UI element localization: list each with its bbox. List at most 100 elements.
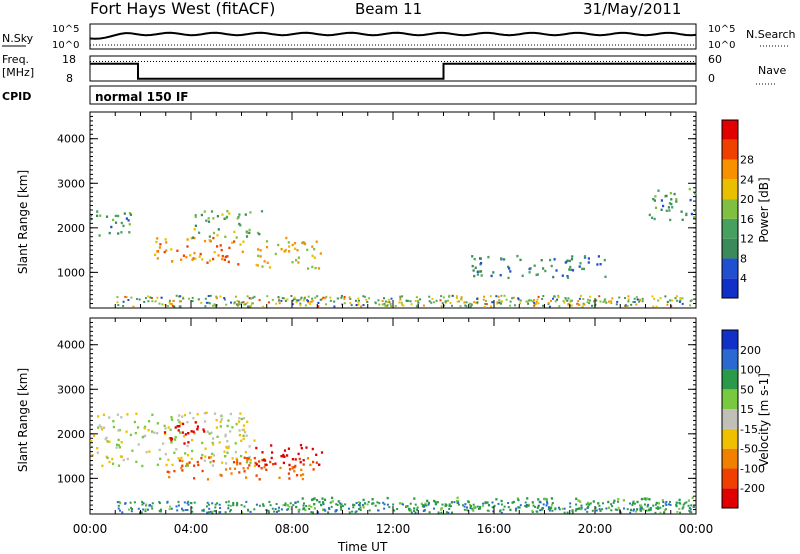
data-cell bbox=[681, 218, 684, 221]
data-cell bbox=[465, 508, 468, 511]
data-cell bbox=[293, 296, 296, 299]
data-cell bbox=[659, 297, 662, 300]
data-cell bbox=[517, 498, 520, 502]
data-cell bbox=[639, 507, 642, 510]
data-cell bbox=[679, 511, 682, 514]
data-cell bbox=[173, 469, 176, 473]
data-cell bbox=[117, 214, 120, 218]
data-cell bbox=[566, 259, 569, 262]
data-cell bbox=[261, 451, 264, 454]
data-cell bbox=[275, 503, 278, 505]
data-cell bbox=[233, 230, 236, 234]
data-cell bbox=[186, 502, 189, 505]
data-cell bbox=[286, 454, 289, 457]
data-cell bbox=[243, 456, 246, 459]
data-cell bbox=[197, 463, 200, 467]
data-cell bbox=[558, 305, 561, 308]
data-cell bbox=[170, 416, 173, 419]
data-cell bbox=[170, 303, 173, 306]
velocity-data-cells bbox=[90, 411, 695, 514]
data-cell bbox=[246, 458, 249, 462]
data-cell bbox=[172, 299, 175, 302]
data-cell bbox=[469, 305, 472, 308]
data-cell bbox=[321, 497, 324, 500]
data-cell bbox=[531, 511, 534, 513]
data-cell bbox=[386, 301, 389, 303]
data-cell bbox=[639, 509, 642, 512]
data-cell bbox=[112, 420, 115, 423]
data-cell bbox=[117, 429, 120, 432]
data-cell bbox=[325, 295, 328, 298]
data-cell bbox=[242, 417, 246, 420]
data-cell bbox=[144, 434, 147, 438]
data-cell bbox=[479, 507, 482, 510]
data-cell bbox=[413, 510, 416, 512]
data-cell bbox=[485, 303, 488, 306]
data-cell bbox=[428, 295, 431, 298]
data-cell bbox=[286, 298, 289, 301]
data-cell bbox=[580, 506, 583, 509]
data-cell bbox=[668, 209, 671, 212]
data-cell bbox=[206, 501, 209, 504]
data-cell bbox=[659, 511, 662, 514]
data-cell bbox=[179, 295, 182, 298]
data-cell bbox=[248, 445, 251, 448]
data-cell bbox=[211, 441, 214, 445]
data-cell bbox=[278, 298, 281, 301]
data-cell bbox=[435, 299, 438, 302]
data-cell bbox=[156, 296, 159, 299]
data-cell bbox=[588, 302, 591, 305]
data-cell bbox=[233, 461, 236, 464]
data-cell bbox=[577, 303, 580, 306]
data-cell bbox=[242, 437, 245, 441]
data-cell bbox=[221, 257, 224, 261]
data-cell bbox=[311, 265, 314, 269]
data-cell bbox=[669, 218, 672, 222]
data-cell bbox=[128, 212, 132, 215]
data-cell bbox=[623, 507, 625, 510]
data-cell bbox=[441, 503, 444, 506]
data-cell bbox=[500, 499, 503, 503]
data-cell bbox=[665, 500, 668, 503]
data-cell bbox=[303, 502, 305, 505]
data-cell bbox=[248, 464, 251, 467]
velocity-colorbar: 200 100 50 15 -15 -50 -100 -200 bbox=[721, 329, 765, 509]
data-cell bbox=[570, 258, 574, 261]
data-cell bbox=[583, 255, 587, 258]
data-cell bbox=[393, 509, 396, 512]
data-cell bbox=[147, 508, 149, 511]
data-cell bbox=[240, 439, 243, 442]
data-cell bbox=[247, 305, 250, 308]
data-cell bbox=[193, 251, 196, 255]
data-cell bbox=[299, 298, 302, 301]
data-cell bbox=[204, 305, 207, 308]
data-cell bbox=[262, 305, 265, 308]
data-cell bbox=[679, 502, 682, 505]
data-cell bbox=[490, 274, 493, 278]
data-cell bbox=[257, 248, 260, 251]
data-cell bbox=[166, 500, 169, 503]
data-cell bbox=[491, 501, 494, 504]
data-cell bbox=[526, 300, 529, 303]
data-cell bbox=[164, 453, 167, 456]
data-cell bbox=[304, 508, 307, 512]
colorbar-tick-label: 16 bbox=[740, 213, 754, 226]
data-cell bbox=[158, 448, 161, 452]
data-cell bbox=[311, 297, 314, 300]
data-cell bbox=[310, 511, 313, 514]
data-cell bbox=[635, 510, 638, 513]
data-cell bbox=[144, 510, 147, 513]
data-cell bbox=[287, 447, 290, 450]
data-cell bbox=[312, 498, 315, 501]
data-cell bbox=[257, 464, 261, 468]
power-data-cells bbox=[90, 187, 697, 308]
data-cell bbox=[611, 505, 614, 508]
data-cell bbox=[578, 297, 581, 300]
nsky-panel bbox=[89, 23, 697, 50]
data-cell bbox=[170, 437, 174, 440]
data-cell bbox=[270, 456, 273, 460]
data-cell bbox=[302, 473, 305, 476]
data-cell bbox=[598, 508, 601, 511]
data-cell bbox=[196, 425, 199, 428]
